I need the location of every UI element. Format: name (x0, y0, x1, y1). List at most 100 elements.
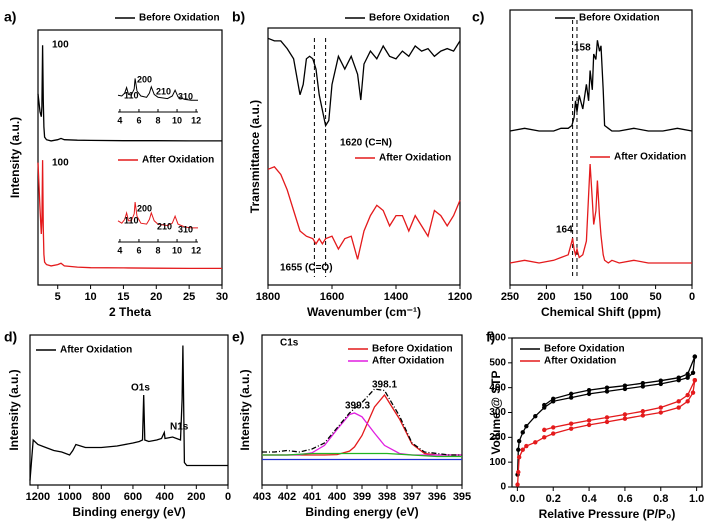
legend-label: After Oxidation (614, 152, 686, 163)
series-line (37, 160, 222, 270)
series-line (262, 388, 462, 456)
annotation: 310 (178, 224, 193, 234)
series-marker (622, 383, 628, 388)
series-marker (658, 381, 663, 387)
annotation: 399.3 (345, 401, 370, 412)
legend-label: Before Oxidation (369, 13, 450, 24)
x-tick-label: 25 (183, 291, 195, 303)
x-tick-label: 50 (649, 291, 661, 303)
series-marker (568, 426, 574, 431)
x-tick-label: 8 (155, 245, 160, 255)
annotation: 310 (178, 91, 193, 101)
y-tick-label: 300 (489, 407, 506, 418)
x-tick-label: 15 (117, 291, 129, 303)
panel-label: f) (486, 329, 495, 345)
annotation: 158 (574, 43, 591, 54)
series-marker (685, 399, 690, 404)
x-tick-label: 8 (155, 115, 160, 125)
series-marker (604, 419, 610, 425)
panel-label: b) (232, 9, 245, 25)
x-tick-label: 0.0 (510, 493, 525, 505)
legend-label: Before Oxidation (579, 13, 660, 24)
annotation: O1s (131, 383, 150, 394)
series-marker (516, 455, 522, 460)
legend-label: After Oxidation (544, 356, 616, 367)
x-tick-label: 10 (172, 245, 182, 255)
x-tick-label: 402 (278, 491, 296, 503)
legend-label: After Oxidation (379, 153, 451, 164)
series-line (544, 379, 696, 431)
x-tick-label: 398 (378, 491, 396, 503)
x-tick-label: 1600 (320, 291, 344, 303)
annotation: N1s (170, 422, 189, 433)
x-tick-label: 396 (428, 491, 446, 503)
series-marker (685, 392, 690, 398)
x-tick-label: 0.8 (653, 493, 668, 505)
series-marker (604, 415, 610, 420)
annotation: 398.1 (372, 380, 397, 391)
y-axis-label: Intensity (a.u.) (7, 369, 21, 450)
series-marker (692, 378, 698, 383)
x-tick-label: 400 (155, 491, 173, 503)
y-axis-label: Transmittance (a.u.) (248, 100, 262, 213)
series-marker (658, 410, 663, 415)
panel-label: d) (4, 329, 17, 345)
legend-label: After Oxidation (142, 155, 214, 166)
series-marker (676, 399, 681, 404)
x-tick-label: 1200 (448, 291, 472, 303)
series-marker (542, 435, 547, 440)
series-marker (516, 469, 521, 475)
series-marker (640, 384, 646, 389)
x-tick-label: 10 (84, 291, 96, 303)
series-line (37, 45, 222, 142)
plot-frame (29, 334, 229, 486)
x-tick-label: 0.4 (581, 493, 597, 505)
series-line (262, 452, 462, 458)
y-axis-label: Intensity (a.u.) (8, 117, 22, 198)
x-axis-label: 2 Theta (109, 305, 151, 319)
x-tick-label: 6 (136, 115, 141, 125)
series-line (117, 202, 198, 229)
x-axis-label: Wavenumber (cm⁻¹) (307, 305, 421, 319)
series-marker (516, 438, 522, 444)
y-tick-label: 200 (489, 432, 506, 443)
annotation: 210 (157, 221, 172, 231)
series-marker (586, 391, 592, 397)
series-marker (685, 371, 690, 377)
series-marker (690, 370, 696, 375)
annotation: 100 (52, 158, 69, 169)
legend-label: After Oxidation (60, 345, 132, 356)
x-tick-label: 20 (150, 291, 162, 303)
legend-label: Before Oxidation (139, 13, 220, 24)
x-tick-label: 400 (328, 491, 346, 503)
series-marker (568, 391, 574, 397)
series-line (509, 40, 693, 132)
annotation: 200 (137, 74, 152, 84)
series-marker (542, 402, 547, 408)
annotation: 100 (52, 40, 69, 51)
x-tick-label: 401 (303, 491, 321, 503)
plot-frame (37, 29, 223, 286)
series-marker (568, 395, 574, 400)
legend-label: Before Oxidation (544, 344, 625, 355)
series-marker (524, 443, 529, 449)
x-tick-label: 5 (55, 291, 61, 303)
series-line (516, 380, 696, 485)
series-marker (542, 427, 547, 433)
x-tick-label: 30 (216, 291, 228, 303)
annotation: 210 (156, 86, 171, 96)
x-tick-label: 200 (187, 491, 205, 503)
y-tick-label: 0 (500, 482, 506, 493)
panel-label: e) (232, 329, 244, 345)
panel-label: a) (4, 9, 16, 25)
series-marker (658, 378, 663, 383)
annotation: C1s (280, 338, 299, 349)
plot-frame (509, 9, 693, 286)
series-marker (622, 386, 628, 392)
annotation: 110 (124, 90, 139, 100)
y-tick-label: 500 (489, 357, 506, 368)
series-line (509, 163, 692, 264)
series-marker (551, 431, 556, 436)
series-marker (676, 405, 681, 410)
x-tick-label: 600 (124, 491, 142, 503)
